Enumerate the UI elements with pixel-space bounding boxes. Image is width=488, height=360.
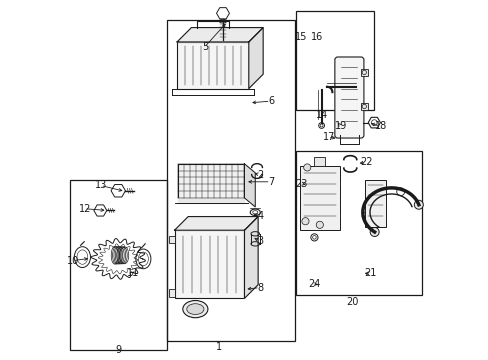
Bar (364, 180, 386, 226)
Text: 11: 11 (126, 268, 139, 278)
Text: 12: 12 (79, 204, 91, 214)
Text: 8: 8 (257, 283, 263, 293)
Bar (178, 164, 244, 198)
Bar (167, 21, 294, 341)
Circle shape (316, 221, 323, 228)
Bar (314, 157, 325, 166)
Text: 20: 20 (345, 297, 358, 307)
Text: 21: 21 (363, 268, 375, 278)
Text: 10: 10 (67, 256, 79, 266)
Ellipse shape (369, 228, 378, 237)
Bar (360, 69, 367, 76)
FancyBboxPatch shape (334, 57, 363, 138)
Circle shape (303, 164, 310, 171)
Polygon shape (174, 217, 258, 230)
Text: 9: 9 (115, 345, 121, 355)
Text: 15: 15 (294, 32, 307, 41)
Text: 19: 19 (334, 121, 347, 131)
Bar (296, 151, 421, 295)
Ellipse shape (413, 200, 423, 209)
Text: 6: 6 (268, 96, 274, 106)
Text: 16: 16 (310, 32, 323, 41)
Bar (70, 180, 167, 350)
Polygon shape (248, 28, 263, 89)
Polygon shape (244, 164, 255, 207)
Text: 23: 23 (295, 179, 307, 189)
Text: 14: 14 (315, 111, 327, 121)
Text: 7: 7 (268, 177, 274, 187)
Text: 3: 3 (257, 236, 263, 246)
Text: 18: 18 (374, 121, 386, 131)
Bar (169, 289, 174, 297)
Polygon shape (244, 217, 258, 298)
Bar (300, 166, 339, 230)
Text: 4: 4 (257, 211, 263, 221)
Text: 5: 5 (202, 42, 208, 52)
Bar (296, 12, 373, 110)
Polygon shape (178, 198, 244, 203)
Text: 1: 1 (216, 342, 222, 352)
Bar (360, 103, 367, 110)
Text: 13: 13 (95, 180, 107, 190)
Bar (177, 42, 248, 89)
Text: 24: 24 (307, 279, 320, 289)
Ellipse shape (186, 304, 203, 315)
Text: 17: 17 (322, 132, 334, 142)
Ellipse shape (183, 301, 207, 318)
Text: 2: 2 (257, 170, 263, 180)
Text: 22: 22 (360, 157, 372, 167)
Circle shape (301, 218, 308, 225)
Bar (169, 235, 174, 243)
Polygon shape (177, 28, 263, 42)
Bar (174, 230, 244, 298)
